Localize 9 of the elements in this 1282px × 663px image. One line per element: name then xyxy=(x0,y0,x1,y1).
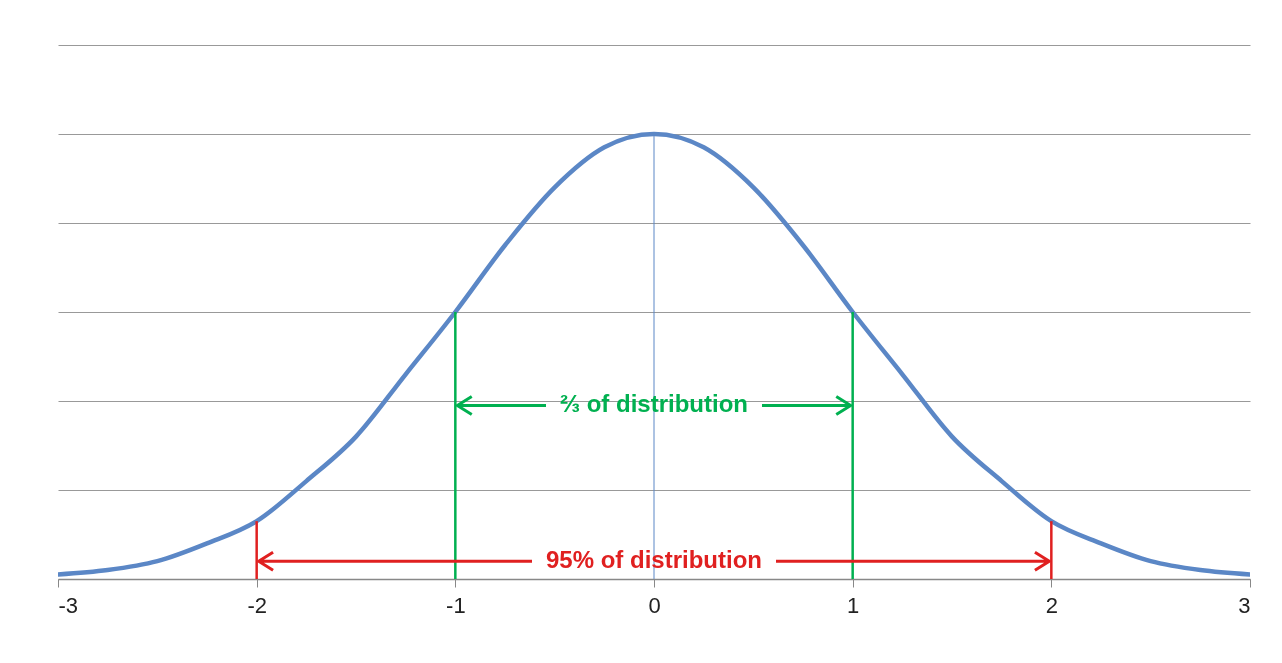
annotation: ⅔ of distribution xyxy=(560,390,748,418)
x-tick-label: -1 xyxy=(446,592,466,618)
x-tick-label: -3 xyxy=(58,592,79,618)
x-tick-label: 3 xyxy=(1238,592,1251,618)
x-tick-label: 2 xyxy=(1045,592,1058,618)
x-tick-label: 0 xyxy=(648,592,661,618)
x-tick-label: 1 xyxy=(847,592,860,618)
x-tick-label: -2 xyxy=(247,592,267,618)
annotation: 95% of distribution xyxy=(546,546,762,574)
